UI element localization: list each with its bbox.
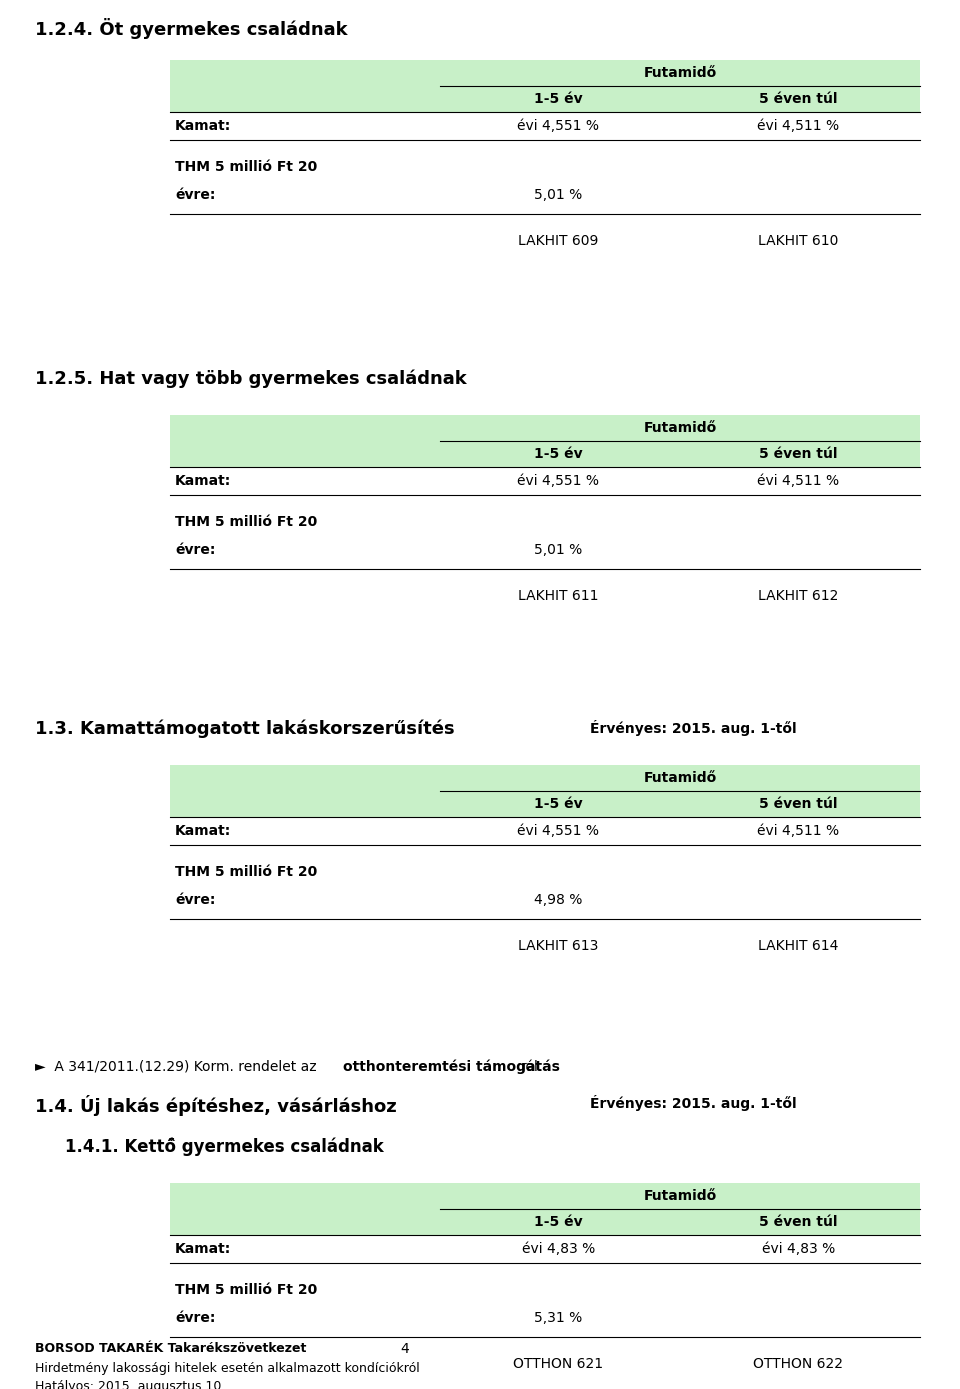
Bar [170,415,920,467]
Text: LAKHIT 613: LAKHIT 613 [518,939,598,953]
Text: évi 4,83 %: évi 4,83 % [761,1242,835,1256]
Text: évre:: évre: [175,893,215,907]
Text: Kamat:: Kamat: [175,119,231,133]
Text: 5,01 %: 5,01 % [534,543,583,557]
Text: LAKHIT 614: LAKHIT 614 [758,939,838,953]
Text: Futamidő: Futamidő [643,421,716,435]
Text: otthonteremtési támogatás: otthonteremtési támogatás [343,1060,560,1075]
Text: 5 éven túl: 5 éven túl [758,447,837,461]
Text: 5 éven túl: 5 éven túl [758,92,837,106]
Text: 1.3. Kamattámogatott lakáskorszerűsítés: 1.3. Kamattámogatott lakáskorszerűsítés [35,720,455,739]
Text: Hirdetmény lakossági hitelek esetén alkalmazott kondíciókról: Hirdetmény lakossági hitelek esetén alka… [35,1363,420,1375]
Text: LAKHIT 611: LAKHIT 611 [517,589,598,603]
Text: évi 4,551 %: évi 4,551 % [517,474,599,488]
Text: THM 5 millió Ft 20: THM 5 millió Ft 20 [175,1283,317,1297]
Text: 1.4.1. Kettő̂ gyermekes családnak: 1.4.1. Kettő̂ gyermekes családnak [65,1138,384,1157]
Text: évi 4,551 %: évi 4,551 % [517,119,599,133]
Text: 1.4. Új lakás építéshez, vásárláshoz: 1.4. Új lakás építéshez, vásárláshoz [35,1095,396,1115]
Text: Kamat:: Kamat: [175,824,231,838]
Text: LAKHIT 610: LAKHIT 610 [758,233,838,249]
Text: 1-5 év: 1-5 év [534,447,583,461]
Text: évi 4,83 %: évi 4,83 % [521,1242,595,1256]
Text: 5,31 %: 5,31 % [534,1311,583,1325]
Bar [170,765,920,817]
Text: 4: 4 [400,1342,409,1356]
Text: 1-5 év: 1-5 év [534,797,583,811]
Text: évre:: évre: [175,1311,215,1325]
Text: Futamidő: Futamidő [643,771,716,785]
Text: 1-5 év: 1-5 év [534,1215,583,1229]
Text: évi 4,511 %: évi 4,511 % [757,474,839,488]
Text: évi 4,551 %: évi 4,551 % [517,824,599,838]
Bar [170,60,920,113]
Text: Érvényes: 2015. aug. 1-től: Érvényes: 2015. aug. 1-től [590,1095,797,1111]
Text: BORSOD TAKARÉK Takarékszövetkezet: BORSOD TAKARÉK Takarékszövetkezet [35,1342,306,1356]
Text: Futamidő: Futamidő [643,1189,716,1203]
Text: ról.: ról. [521,1060,543,1074]
Text: ►  A 341/2011.(12.29) Korm. rendelet az: ► A 341/2011.(12.29) Korm. rendelet az [35,1060,321,1074]
Text: THM 5 millió Ft 20: THM 5 millió Ft 20 [175,515,317,529]
Text: 1.2.4. Öt gyermekes családnak: 1.2.4. Öt gyermekes családnak [35,18,348,39]
Bar [170,1183,920,1235]
Text: 4,98 %: 4,98 % [534,893,583,907]
Text: LAKHIT 609: LAKHIT 609 [518,233,598,249]
Text: Futamidő: Futamidő [643,67,716,81]
Text: 5 éven túl: 5 éven túl [758,797,837,811]
Text: Érvényes: 2015. aug. 1-től: Érvényes: 2015. aug. 1-től [590,720,797,736]
Text: 1.2.5. Hat vagy több gyermekes családnak: 1.2.5. Hat vagy több gyermekes családnak [35,369,467,389]
Text: évre:: évre: [175,188,215,201]
Text: 1-5 év: 1-5 év [534,92,583,106]
Text: OTTHON 622: OTTHON 622 [754,1357,843,1371]
Text: Hatályos: 2015. augusztus 10.: Hatályos: 2015. augusztus 10. [35,1381,226,1389]
Text: évi 4,511 %: évi 4,511 % [757,824,839,838]
Text: Kamat:: Kamat: [175,1242,231,1256]
Text: Kamat:: Kamat: [175,474,231,488]
Text: THM 5 millió Ft 20: THM 5 millió Ft 20 [175,865,317,879]
Text: 5,01 %: 5,01 % [534,188,583,201]
Text: évi 4,511 %: évi 4,511 % [757,119,839,133]
Text: évre:: évre: [175,543,215,557]
Text: 5 éven túl: 5 éven túl [758,1215,837,1229]
Text: THM 5 millió Ft 20: THM 5 millió Ft 20 [175,160,317,174]
Text: LAKHIT 612: LAKHIT 612 [758,589,838,603]
Text: OTTHON 621: OTTHON 621 [513,1357,603,1371]
